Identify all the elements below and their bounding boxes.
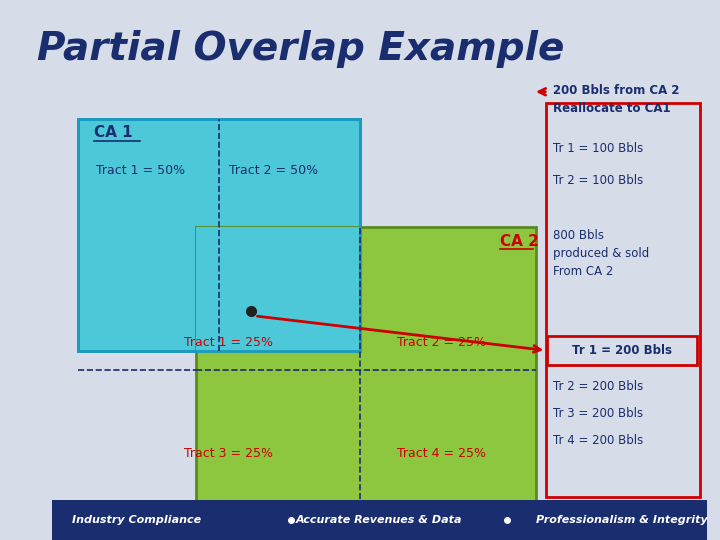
Text: Tract 1 = 50%: Tract 1 = 50%: [96, 164, 185, 177]
Text: Tract 1 = 25%: Tract 1 = 25%: [184, 336, 273, 349]
FancyBboxPatch shape: [78, 119, 359, 351]
FancyBboxPatch shape: [546, 103, 700, 497]
Text: CA 1: CA 1: [94, 125, 133, 140]
FancyBboxPatch shape: [547, 336, 697, 365]
Text: Tr 2 = 100 Bbls: Tr 2 = 100 Bbls: [553, 174, 643, 187]
Text: Partial Overlap Example: Partial Overlap Example: [37, 30, 564, 68]
Text: CA 2: CA 2: [500, 234, 539, 249]
Text: Tr 2 = 200 Bbls: Tr 2 = 200 Bbls: [553, 380, 643, 393]
FancyBboxPatch shape: [196, 227, 359, 351]
Text: Industry Compliance: Industry Compliance: [72, 515, 202, 525]
Text: Tr 1 = 200 Bbls: Tr 1 = 200 Bbls: [572, 344, 672, 357]
Text: Professionalism & Integrity: Professionalism & Integrity: [536, 515, 707, 525]
FancyBboxPatch shape: [52, 500, 706, 540]
Text: Tract 4 = 25%: Tract 4 = 25%: [397, 447, 486, 460]
Text: Tr 1 = 100 Bbls: Tr 1 = 100 Bbls: [553, 142, 643, 155]
FancyBboxPatch shape: [196, 227, 536, 508]
Text: 200 Bbls from CA 2
Reallocate to CA1: 200 Bbls from CA 2 Reallocate to CA1: [553, 84, 679, 116]
Text: Tract 3 = 25%: Tract 3 = 25%: [184, 447, 273, 460]
Text: 800 Bbls
produced & sold
From CA 2: 800 Bbls produced & sold From CA 2: [553, 230, 649, 278]
Text: Tract 2 = 25%: Tract 2 = 25%: [397, 336, 486, 349]
Text: Tr 3 = 200 Bbls: Tr 3 = 200 Bbls: [553, 407, 643, 420]
Text: Tr 4 = 200 Bbls: Tr 4 = 200 Bbls: [553, 434, 643, 447]
Text: Accurate Revenues & Data: Accurate Revenues & Data: [296, 515, 462, 525]
Text: Tract 2 = 50%: Tract 2 = 50%: [228, 164, 318, 177]
